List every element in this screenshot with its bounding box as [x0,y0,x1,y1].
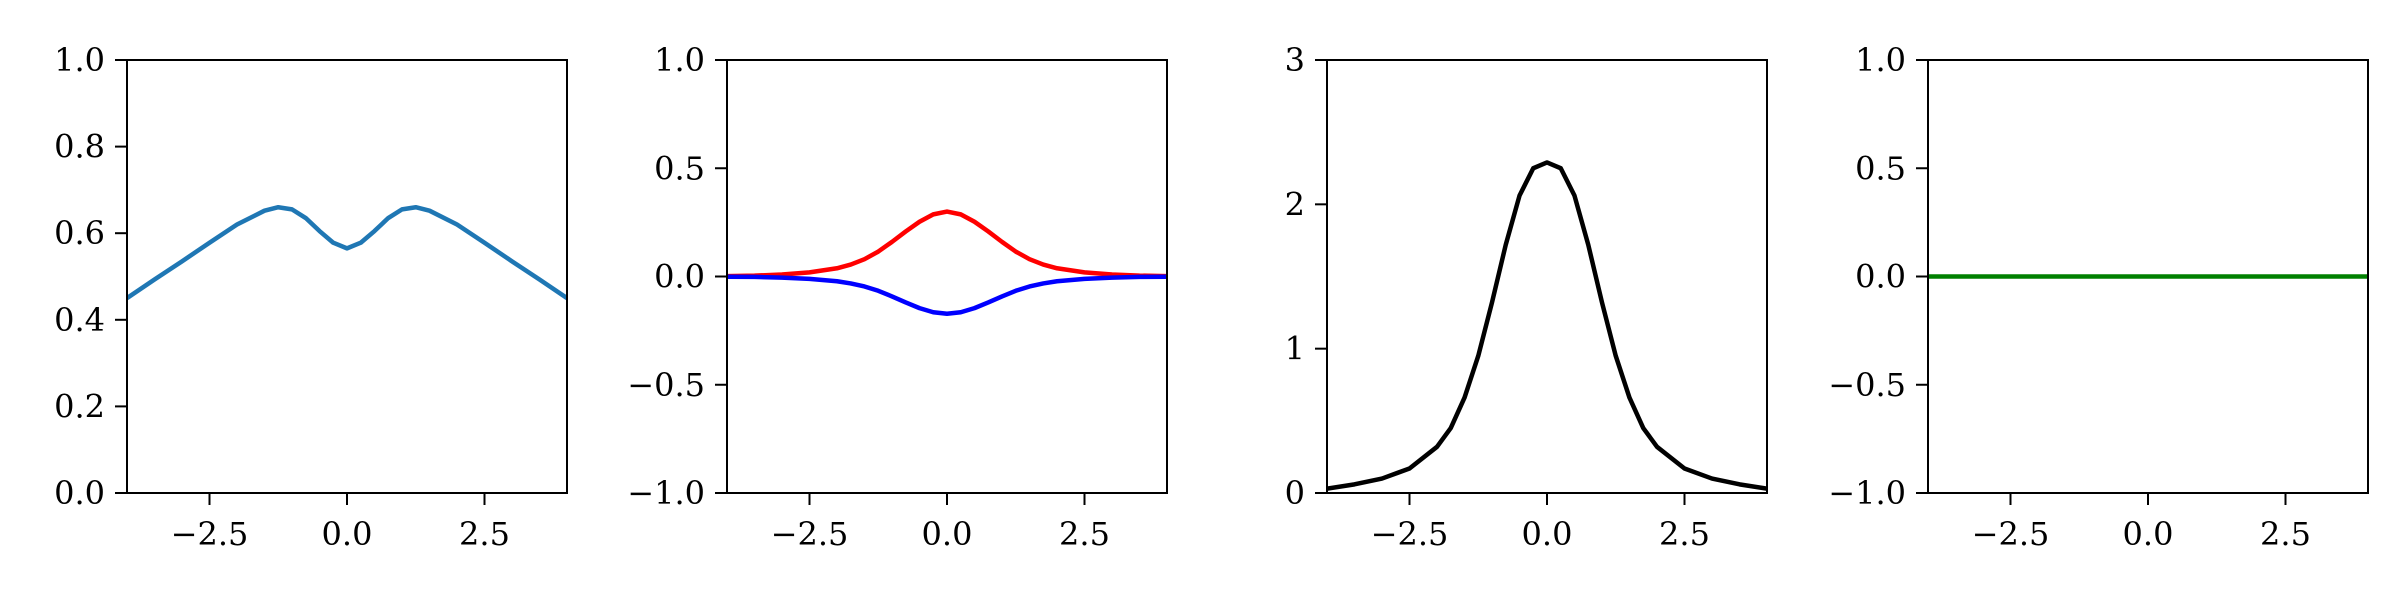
series-line-1 [127,204,567,301]
y-tick-label: −1.0 [627,474,705,512]
x-tick-label: −2.5 [771,515,849,553]
y-tick-label: −0.5 [627,366,705,404]
x-tick-label: −2.5 [1972,515,2050,553]
y-tick-label: 0.5 [654,149,705,187]
axes-frame [126,59,568,494]
y-tick-label: −0.5 [1828,366,1906,404]
y-tick-label: 0.5 [1855,149,1906,187]
y-tick-label: 2 [1285,185,1305,223]
y-tick-label: 0.0 [54,474,105,512]
series-line-1 [727,209,1167,279]
series-line-2 [727,274,1167,316]
y-tick-label: 1.0 [654,41,705,79]
chart-panel-4: −2.5 0.0 2.5 −1.0 −0.5 0.0 0.5 1.0 [1828,41,2369,553]
axes-frame [1326,59,1768,494]
y-tick-label: 0.8 [54,128,105,166]
x-tick-label: 0.0 [2123,515,2174,553]
y-tick-label: 1.0 [54,41,105,79]
y-tick-label: 3 [1285,41,1305,79]
y-tick-label: 0.0 [654,258,705,296]
y-tick-label: 0.6 [54,214,105,252]
y-tick-label: −1.0 [1828,474,1906,512]
chart-panel-3: −2.5 0.0 2.5 0 1 2 3 [1285,41,1768,553]
y-tick-label: 0.2 [54,387,105,425]
x-tick-label: 2.5 [2260,515,2311,553]
series-line-1 [1327,160,1767,491]
x-tick-label: 0.0 [322,515,373,553]
x-tick-label: −2.5 [171,515,249,553]
x-tick-label: 2.5 [1659,515,1710,553]
y-tick-label: 0.4 [54,301,105,339]
y-tick-label: 1 [1285,330,1305,368]
y-tick-label: 0 [1285,474,1305,512]
chart-panel-2: −2.5 0.0 2.5 −1.0 −0.5 0.0 0.5 1.0 [627,41,1168,553]
x-tick-label: 0.0 [1522,515,1573,553]
chart-panel-1: −2.5 0.0 2.5 0.0 0.2 0.4 0.6 0.8 1.0 [54,41,568,553]
x-tick-label: 2.5 [1059,515,1110,553]
y-tick-label: 0.0 [1855,258,1906,296]
x-tick-label: 0.0 [922,515,973,553]
x-tick-label: −2.5 [1371,515,1449,553]
y-tick-label: 1.0 [1855,41,1906,79]
x-tick-label: 2.5 [459,515,510,553]
